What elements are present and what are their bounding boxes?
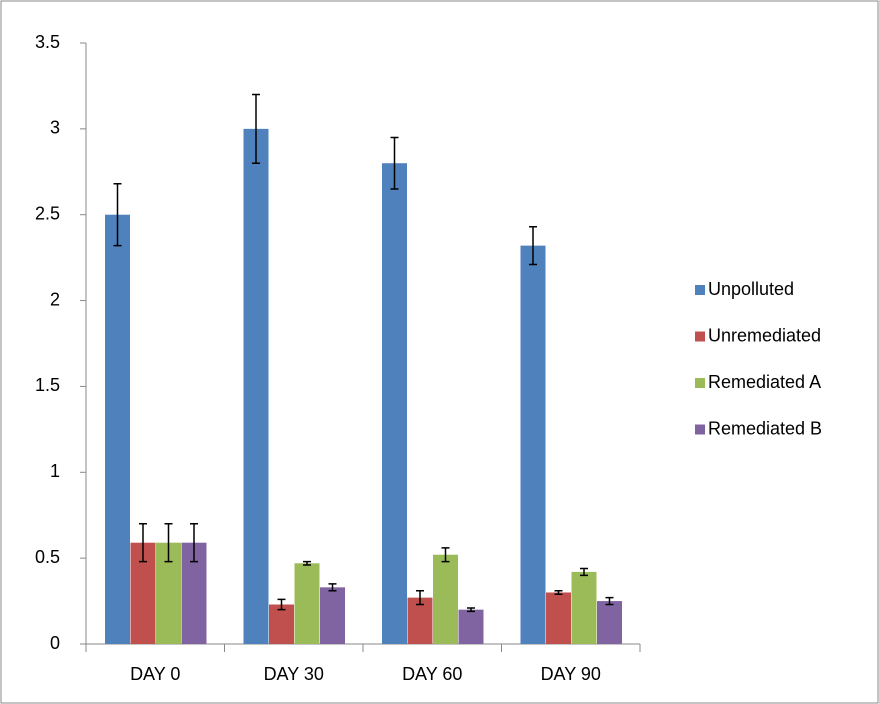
y-tick-label: 1	[50, 461, 60, 481]
error-bar	[303, 560, 311, 566]
x-tick-label: DAY 60	[402, 664, 462, 684]
y-tick-label: 0	[50, 633, 60, 653]
error-bar	[164, 523, 173, 563]
legend-label: Unremediated	[708, 325, 821, 345]
error-bar	[139, 523, 147, 563]
error-bar	[416, 590, 424, 606]
y-tick-label: 3.5	[35, 32, 60, 52]
error-bar	[580, 567, 588, 577]
bar	[546, 592, 571, 644]
error-bar	[554, 590, 563, 595]
legend-swatch	[695, 285, 705, 295]
x-tick-label: DAY 30	[264, 664, 324, 684]
y-tick-label: 1.5	[35, 375, 60, 395]
bar	[407, 597, 433, 644]
legend-swatch	[695, 424, 705, 435]
x-tick-label: DAY 90	[541, 664, 601, 684]
y-tick-label: 2	[50, 289, 60, 309]
bar	[320, 587, 345, 644]
bar	[382, 163, 407, 644]
error-bar	[529, 225, 537, 266]
bar	[269, 604, 294, 644]
bar	[243, 128, 269, 644]
error-bar	[190, 523, 198, 563]
legend-label: Remediated B	[708, 418, 822, 438]
legend-label: Remediated A	[708, 372, 821, 392]
y-tick-label: 0.5	[35, 547, 60, 567]
bar	[294, 563, 320, 644]
legend-swatch	[695, 378, 705, 388]
legend-label: Unpolluted	[708, 279, 794, 299]
bar	[520, 245, 546, 644]
bar	[597, 601, 622, 644]
error-bar	[252, 93, 260, 164]
bar	[433, 554, 458, 644]
bar	[105, 214, 130, 644]
legend-swatch	[695, 331, 705, 342]
error-bar	[277, 598, 286, 611]
bar	[458, 609, 484, 644]
error-bar	[441, 547, 450, 563]
error-bar	[467, 607, 475, 613]
error-bar	[328, 583, 337, 592]
error-bar	[390, 136, 399, 190]
error-bar	[113, 183, 122, 247]
y-tick-label: 3	[50, 118, 60, 138]
x-tick-label: DAY 0	[130, 664, 180, 684]
y-tick-label: 2.5	[35, 203, 60, 223]
error-bar	[605, 596, 614, 606]
bar	[571, 571, 597, 644]
